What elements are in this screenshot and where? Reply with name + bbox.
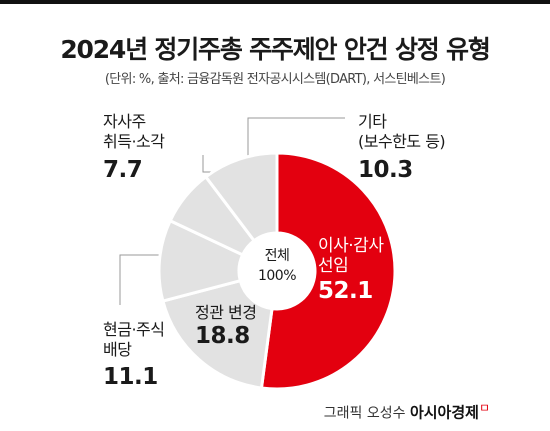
slice-label-articles: 정관 변경 <box>195 303 256 322</box>
label-dividend-line2: 배당 <box>103 340 132 359</box>
label-dividend-line1: 현금·주식 <box>103 320 165 339</box>
chart-title: 2024년 정기주총 주주제안 안건 상정 유형 <box>60 35 491 64</box>
slice-value-directors: 52.1 <box>318 278 373 304</box>
label-treasury-stock-line2: 취득·소각 <box>103 132 165 151</box>
top-rule <box>0 0 550 4</box>
slice-0 <box>259 151 397 391</box>
slice-value-articles: 18.8 <box>195 323 250 349</box>
value-dividend: 11.1 <box>103 364 158 390</box>
brand-mark-icon: ㅁ <box>478 401 490 415</box>
leader-line <box>247 117 345 167</box>
slice-4 <box>203 151 279 243</box>
slice-1 <box>161 278 274 390</box>
slice-label-directors-line1: 이사·감사 <box>318 236 384 256</box>
leader-line <box>119 254 170 305</box>
slice-label-directors-line2: 선임 <box>318 256 348 276</box>
label-other-line2: (보수한도 등) <box>358 132 446 151</box>
graphic-credit: 그래픽 오성수 <box>323 405 406 422</box>
value-other: 10.3 <box>358 157 413 183</box>
brand-logo: 아시아경제 <box>409 403 479 422</box>
value-treasury-stock: 7.7 <box>103 157 143 183</box>
center-total-label: 전체 <box>265 248 290 264</box>
footer-credit: 그래픽 오성수 아시아경제ㅁ <box>324 399 490 423</box>
chart-subtitle: (단위: %, 출처: 금융감독원 전자공시시스템(DART), 서스틴베스트) <box>104 72 446 87</box>
label-treasury-stock-line1: 자사주 <box>103 112 146 131</box>
label-other-line1: 기타 <box>358 112 387 131</box>
center-total-value: 100% <box>258 268 296 284</box>
